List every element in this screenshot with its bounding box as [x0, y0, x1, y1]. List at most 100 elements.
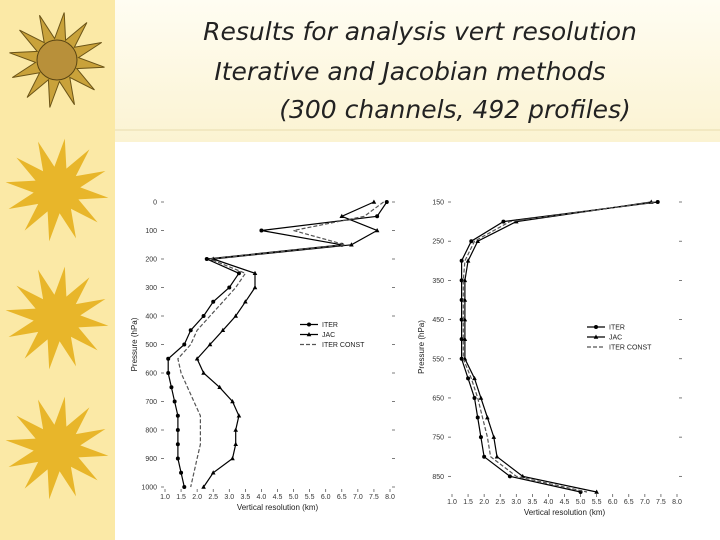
- y-tick-label: 750: [432, 435, 444, 442]
- y-tick-label: 550: [432, 356, 444, 363]
- data-point: [478, 435, 483, 440]
- x-tick-label: 3.0: [224, 494, 234, 501]
- data-point: [169, 385, 174, 390]
- legend-label: ITER CONST: [609, 345, 652, 352]
- data-point: [204, 257, 209, 261]
- y-tick-label: 250: [432, 239, 444, 246]
- x-tick-label: 2.5: [208, 494, 218, 501]
- data-point: [485, 415, 490, 420]
- data-point: [593, 334, 599, 339]
- title-line: Results for analysis vert resolution: [203, 17, 637, 46]
- data-point: [371, 199, 377, 204]
- y-tick-label: 800: [145, 428, 157, 435]
- series-line: [461, 201, 658, 493]
- data-point: [236, 271, 241, 276]
- legend-label: JAC: [322, 332, 335, 339]
- y-tick-label: 1000: [141, 485, 157, 492]
- data-point: [182, 342, 187, 347]
- y-axis-label: Pressure (hPa): [417, 320, 426, 374]
- x-tick-label: 5.5: [592, 499, 602, 506]
- y-tick-label: 650: [432, 395, 444, 402]
- data-point: [459, 337, 464, 342]
- data-point: [194, 356, 200, 361]
- y-tick-label: 350: [432, 278, 444, 285]
- x-tick-label: 4.0: [544, 499, 554, 506]
- data-point: [233, 441, 239, 447]
- sun-icon: [5, 138, 109, 242]
- data-point: [175, 456, 180, 461]
- x-tick-label: 8.0: [672, 499, 682, 506]
- legend-label: JAC: [609, 335, 622, 342]
- data-point: [175, 442, 180, 447]
- data-point: [339, 213, 345, 219]
- x-tick-label: 1.0: [160, 494, 170, 501]
- data-point: [243, 299, 248, 304]
- x-tick-label: 4.0: [257, 494, 267, 501]
- data-point: [182, 485, 187, 489]
- y-tick-label: 300: [145, 285, 157, 292]
- data-point: [475, 415, 480, 420]
- data-point: [230, 399, 235, 404]
- data-point: [220, 327, 226, 333]
- data-point: [252, 285, 258, 290]
- x-tick-label: 7.5: [369, 494, 379, 501]
- data-point: [459, 317, 464, 322]
- data-point: [201, 370, 206, 375]
- x-tick-label: 6.5: [624, 499, 634, 506]
- data-point: [475, 238, 481, 243]
- data-point: [462, 336, 468, 341]
- sun-icon: [5, 266, 109, 370]
- y-tick-label: 700: [145, 399, 157, 406]
- title-band: [115, 0, 720, 142]
- data-point: [478, 395, 484, 400]
- data-point: [384, 200, 389, 204]
- x-tick-label: 4.5: [560, 499, 570, 506]
- data-point: [466, 376, 471, 381]
- data-point: [259, 228, 264, 233]
- x-tick-label: 2.0: [479, 499, 489, 506]
- x-tick-label: 1.5: [176, 494, 186, 501]
- data-point: [507, 474, 512, 479]
- data-point: [201, 314, 206, 318]
- y-tick-label: 400: [145, 314, 157, 321]
- data-point: [459, 278, 464, 283]
- x-tick-label: 1.0: [447, 499, 457, 506]
- data-point: [227, 285, 232, 290]
- series-line: [464, 201, 652, 493]
- data-point: [236, 413, 242, 418]
- data-point: [501, 219, 506, 224]
- data-point: [172, 399, 177, 404]
- data-point: [306, 332, 312, 337]
- data-point: [252, 270, 258, 276]
- x-tick-label: 3.5: [527, 499, 537, 506]
- data-point: [210, 256, 216, 261]
- x-tick-label: 8.0: [385, 494, 395, 501]
- data-point: [469, 239, 474, 244]
- x-tick-label: 7.0: [353, 494, 363, 501]
- sun-face: [36, 39, 78, 81]
- data-point: [494, 454, 500, 459]
- series-line: [177, 201, 384, 488]
- sun-decorations: [5, 12, 109, 500]
- data-point: [230, 456, 235, 461]
- data-point: [349, 242, 354, 247]
- data-point: [472, 375, 477, 381]
- y-tick-label: 100: [145, 228, 157, 235]
- data-point: [655, 200, 660, 204]
- legend-label: ITER CONST: [322, 342, 365, 349]
- x-tick-label: 6.0: [608, 499, 618, 506]
- data-point: [374, 228, 380, 233]
- x-tick-label: 2.0: [192, 494, 202, 501]
- y-tick-label: 850: [432, 474, 444, 481]
- x-tick-label: 3.0: [511, 499, 521, 506]
- x-axis-label: Vertical resolution (km): [524, 508, 606, 517]
- x-tick-label: 7.5: [656, 499, 666, 506]
- data-point: [210, 470, 216, 475]
- data-point: [233, 427, 239, 432]
- data-point: [211, 299, 216, 304]
- data-point: [175, 413, 180, 418]
- y-tick-label: 600: [145, 371, 157, 378]
- data-point: [175, 428, 180, 432]
